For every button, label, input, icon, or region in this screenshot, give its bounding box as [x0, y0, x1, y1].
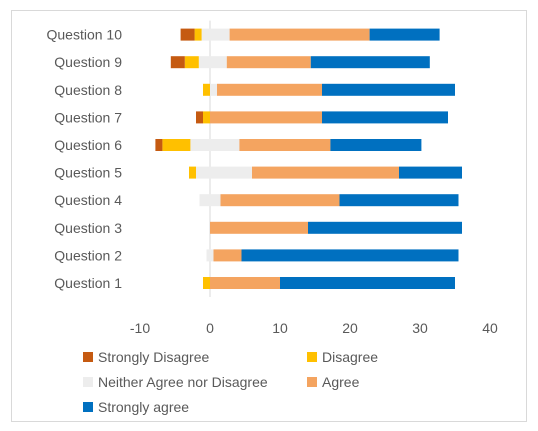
- x-tick-label: 30: [412, 320, 428, 336]
- bar-neutral: [206, 249, 210, 262]
- bar-agree: [229, 28, 370, 41]
- category-label: Question 6: [54, 137, 122, 153]
- bar-neutral: [210, 56, 227, 69]
- category-label: Question 3: [54, 220, 122, 236]
- chart-frame: Question 1 Question 2 Question 3 Question 4…: [11, 10, 527, 422]
- legend-item: Disagree: [307, 349, 378, 365]
- bar-neutral: [210, 83, 217, 96]
- bar-strongly-agree: [322, 83, 455, 96]
- x-tick-label: 40: [482, 320, 498, 336]
- x-tick-label: 20: [342, 320, 358, 336]
- bar-agree: [239, 139, 331, 151]
- legend-label: Neither Agree nor Disagree: [98, 374, 268, 390]
- bar-agree: [213, 249, 242, 262]
- legend-swatch: [307, 352, 317, 362]
- bar-disagree: [162, 139, 191, 151]
- category-label: Question 10: [47, 27, 123, 43]
- bar-agree: [220, 194, 340, 207]
- x-tick-label: 10: [272, 320, 288, 336]
- bar-disagree: [194, 28, 202, 41]
- bar-strongly-agree: [280, 277, 455, 289]
- bar-neutral: [196, 166, 210, 179]
- bar-strongly-disagree: [196, 111, 203, 124]
- category-label: Question 8: [54, 82, 122, 98]
- bar-strongly-agree: [330, 139, 422, 151]
- bar-strongly-agree: [399, 166, 462, 179]
- bar-neutral: [210, 166, 252, 179]
- bar-strongly-agree: [322, 111, 448, 124]
- bar-agree: [210, 277, 280, 289]
- bar-agree: [217, 83, 322, 96]
- bar-agree: [226, 56, 311, 69]
- legend-swatch: [307, 377, 317, 387]
- category-label: Question 2: [54, 247, 122, 263]
- legend-item: Agree: [307, 374, 359, 390]
- legend-label: Agree: [322, 374, 360, 390]
- x-tick-label: -10: [130, 320, 150, 336]
- legend-swatch: [83, 377, 93, 387]
- legend-item: Strongly Disagree: [83, 349, 209, 365]
- legend-item: Strongly agree: [83, 399, 189, 415]
- bar-strongly-disagree: [155, 139, 163, 151]
- category-label: Question 4: [54, 192, 122, 208]
- bar-strongly-agree: [308, 221, 462, 234]
- legend-item: Neither Agree nor Disagree: [83, 374, 268, 390]
- bar-disagree: [184, 56, 199, 69]
- bar-disagree: [203, 111, 210, 124]
- legend-label: Strongly Disagree: [98, 349, 210, 365]
- bar-agree: [210, 221, 308, 234]
- bar-neutral: [198, 56, 210, 69]
- chart-plot: Question 1 Question 2 Question 3 Question 4…: [47, 20, 498, 336]
- x-tick-label: 0: [206, 320, 214, 336]
- bar-agree: [252, 166, 399, 179]
- bar-neutral: [199, 194, 210, 207]
- bar-strongly-disagree: [180, 28, 195, 41]
- bar-strongly-agree: [310, 56, 430, 69]
- bar-strongly-disagree: [170, 56, 185, 69]
- bar-strongly-agree: [339, 194, 459, 207]
- bar-neutral: [201, 28, 210, 41]
- legend-swatch: [83, 352, 93, 362]
- legend-label: Strongly agree: [98, 399, 190, 415]
- category-label: Question 1: [54, 275, 122, 291]
- bar-strongly-agree: [369, 28, 440, 41]
- bar-disagree: [203, 277, 210, 289]
- category-label: Question 5: [54, 165, 122, 181]
- bar-disagree: [203, 83, 210, 96]
- category-label: Question 7: [54, 109, 122, 125]
- bar-disagree: [189, 166, 196, 179]
- bar-neutral: [210, 194, 221, 207]
- category-label: Question 9: [54, 54, 122, 70]
- legend-swatch: [83, 402, 93, 412]
- bar-neutral: [190, 139, 210, 151]
- bar-agree: [210, 111, 322, 124]
- bar-strongly-agree: [241, 249, 459, 262]
- legend-label: Disagree: [322, 349, 379, 365]
- bar-neutral: [210, 28, 230, 41]
- bar-neutral: [210, 249, 214, 262]
- bar-neutral: [210, 139, 240, 151]
